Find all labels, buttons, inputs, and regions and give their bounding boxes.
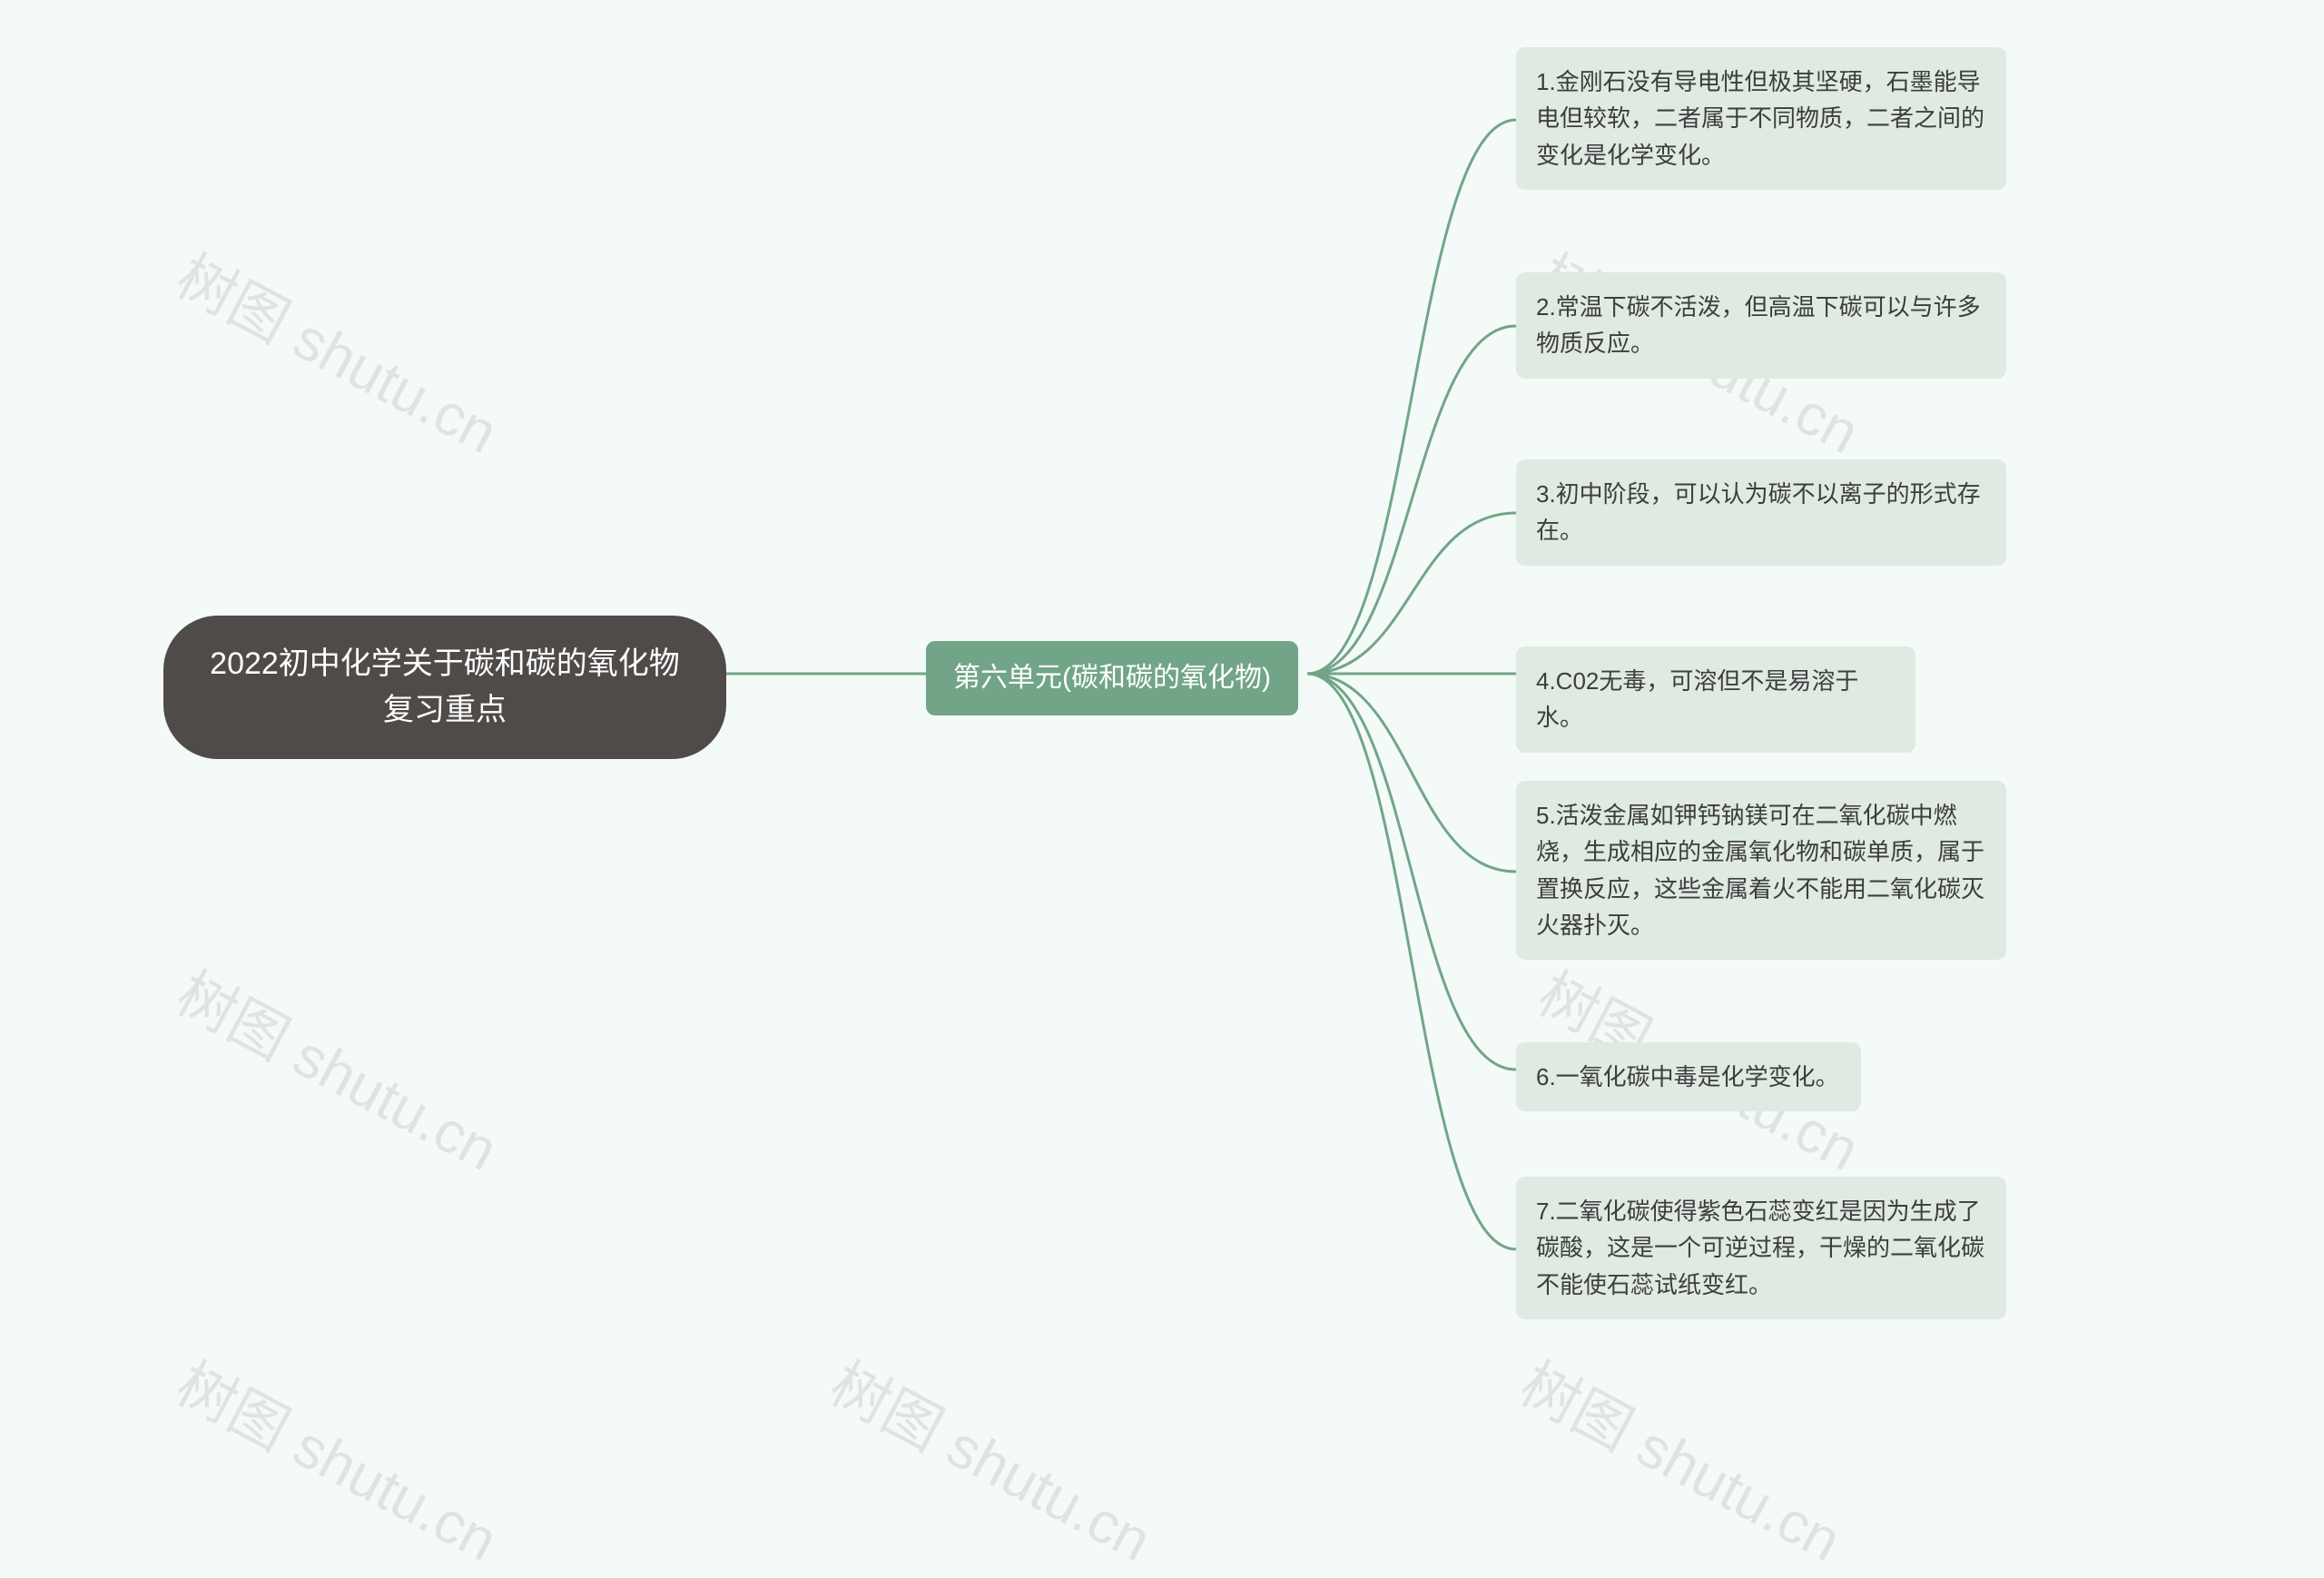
connector-leaf-2	[1307, 326, 1516, 674]
watermark: 树图 shutu.cn	[164, 231, 515, 469]
leaf-node-3[interactable]: 3.初中阶段，可以认为碳不以离子的形式存在。	[1516, 459, 2006, 566]
connector-leaf-1	[1307, 120, 1516, 674]
watermark: 树图 shutu.cn	[164, 1338, 515, 1577]
leaf-node-7[interactable]: 7.二氧化碳使得紫色石蕊变红是因为生成了碳酸，这是一个可逆过程，干燥的二氧化碳不…	[1516, 1177, 2006, 1319]
watermark: 树图 shutu.cn	[1508, 1338, 1858, 1577]
unit-node[interactable]: 第六单元(碳和碳的氧化物)	[926, 641, 1298, 715]
connector-leaf-6	[1307, 674, 1516, 1070]
connector-leaf-3	[1307, 513, 1516, 674]
watermark: 树图 shutu.cn	[818, 1338, 1168, 1577]
mindmap-canvas: 树图 shutu.cn 树图 shutu.cn 树图 shutu.cn 树图 s…	[0, 0, 2324, 1468]
leaf-node-2[interactable]: 2.常温下碳不活泼，但高温下碳可以与许多物质反应。	[1516, 272, 2006, 379]
leaf-node-1[interactable]: 1.金刚石没有导电性但极其坚硬，石墨能导电但较软，二者属于不同物质，二者之间的变…	[1516, 47, 2006, 190]
watermark: 树图 shutu.cn	[164, 948, 515, 1187]
root-node[interactable]: 2022初中化学关于碳和碳的氧化物复习重点	[163, 616, 726, 759]
leaf-node-5[interactable]: 5.活泼金属如钾钙钠镁可在二氧化碳中燃烧，生成相应的金属氧化物和碳单质，属于置换…	[1516, 781, 2006, 960]
leaf-node-4[interactable]: 4.C02无毒，可溶但不是易溶于水。	[1516, 646, 1915, 753]
leaf-node-6[interactable]: 6.一氧化碳中毒是化学变化。	[1516, 1042, 1861, 1111]
connector-leaf-5	[1307, 674, 1516, 872]
connector-leaf-7	[1307, 674, 1516, 1249]
